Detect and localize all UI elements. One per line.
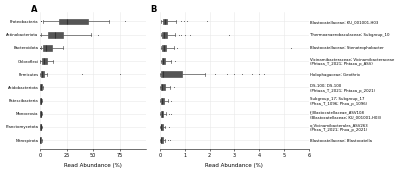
PathPatch shape [40,84,42,90]
X-axis label: Read Abundance (%): Read Abundance (%) [206,163,263,168]
PathPatch shape [40,111,41,117]
PathPatch shape [42,58,47,64]
PathPatch shape [160,137,162,143]
PathPatch shape [48,32,63,38]
Text: A: A [31,5,38,14]
X-axis label: Read Abundance (%): Read Abundance (%) [64,163,122,168]
PathPatch shape [162,45,166,51]
PathPatch shape [162,18,168,25]
PathPatch shape [59,18,88,25]
PathPatch shape [162,32,167,38]
PathPatch shape [43,45,52,51]
PathPatch shape [161,98,164,104]
PathPatch shape [160,111,163,117]
PathPatch shape [161,71,182,77]
PathPatch shape [40,98,41,104]
PathPatch shape [40,137,41,143]
PathPatch shape [40,124,41,130]
Text: B: B [151,5,157,14]
PathPatch shape [161,84,164,90]
PathPatch shape [160,124,162,130]
PathPatch shape [162,58,166,64]
PathPatch shape [41,71,44,77]
